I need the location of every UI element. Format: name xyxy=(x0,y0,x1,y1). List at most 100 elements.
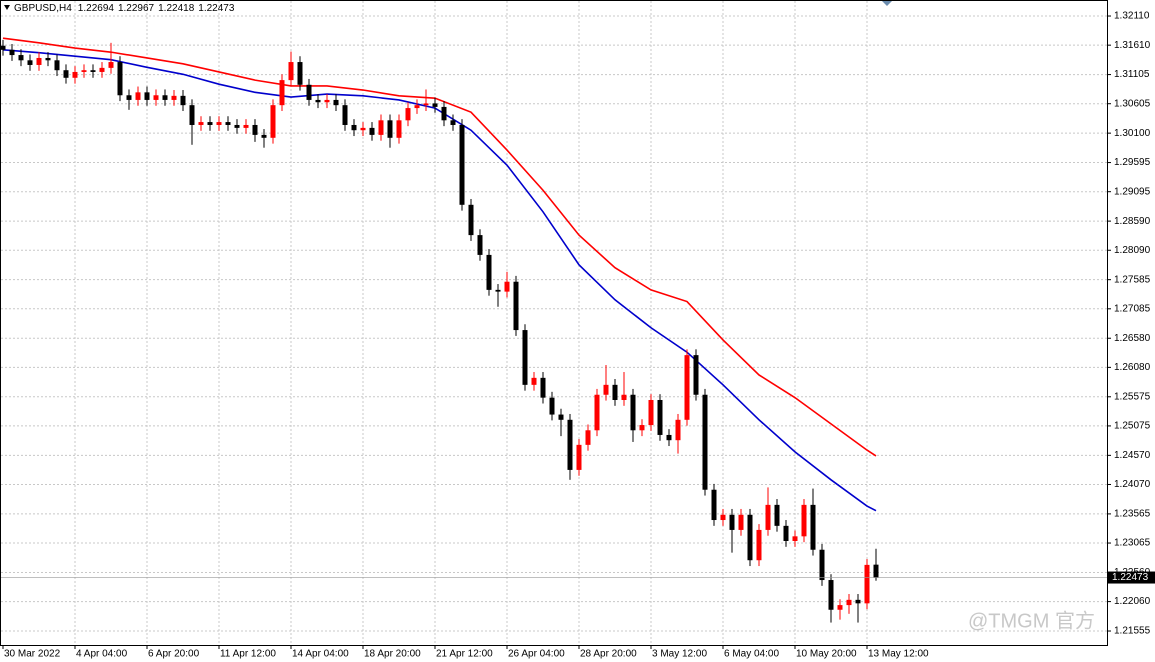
y-tick-label: 1.31610 xyxy=(1114,40,1151,51)
candle-body xyxy=(468,204,474,236)
y-tick-label: 1.32110 xyxy=(1114,11,1150,22)
candle-body xyxy=(594,394,600,431)
candle-body xyxy=(792,536,798,541)
symbol: GBPUSD,H4 xyxy=(14,3,72,14)
candle-body xyxy=(765,504,771,530)
candle-body xyxy=(747,514,753,561)
x-tick-label: 13 May 12:00 xyxy=(868,649,929,660)
candle-body xyxy=(18,55,24,61)
header: GBPUSD,H4 1.22694 1.22967 1.22418 1.22473 xyxy=(14,3,235,14)
header-open: 1.22694 xyxy=(78,3,115,14)
candle-body xyxy=(153,95,159,100)
candle-body xyxy=(108,62,114,68)
candle-body xyxy=(234,124,240,128)
x-tick-label: 6 May 04:00 xyxy=(724,649,779,660)
y-tick-label: 1.28590 xyxy=(1114,216,1151,227)
candle-body xyxy=(810,504,816,550)
candle-body xyxy=(72,71,78,78)
candle-body xyxy=(180,95,186,106)
candle-body xyxy=(477,235,483,255)
candle-body xyxy=(81,70,87,72)
candle-body xyxy=(567,419,573,470)
last-price-label: 1.22473 xyxy=(1112,572,1149,583)
candle-body xyxy=(297,62,303,85)
x-tick-label: 30 Mar 2022 xyxy=(4,649,61,660)
candle-body xyxy=(729,514,735,530)
candle-body xyxy=(315,99,321,103)
x-tick-label: 6 Apr 20:00 xyxy=(148,649,200,660)
header-high: 1.22967 xyxy=(118,3,155,14)
candle-body xyxy=(495,289,501,292)
candle-body xyxy=(36,57,42,65)
candle-body xyxy=(864,564,870,604)
candle-body xyxy=(369,127,375,135)
candle-body xyxy=(171,95,177,100)
candle-body xyxy=(666,434,672,441)
watermark: @TMGM 官方 xyxy=(968,609,1095,632)
y-tick-label: 1.24570 xyxy=(1114,450,1151,461)
candle-body xyxy=(873,564,879,578)
y-tick-label: 1.27585 xyxy=(1114,274,1151,285)
candle-body xyxy=(756,529,762,561)
candle-body xyxy=(459,124,465,205)
candle-body xyxy=(9,49,15,56)
candle-body xyxy=(225,122,231,125)
y-tick-label: 1.28090 xyxy=(1114,245,1151,256)
candle-body xyxy=(441,106,447,121)
candle-body xyxy=(513,281,519,331)
y-tick-label: 1.27085 xyxy=(1114,303,1151,314)
candle-body xyxy=(783,525,789,541)
candle-body xyxy=(450,120,456,125)
candle-body xyxy=(189,105,195,125)
y-tick-label: 1.21555 xyxy=(1114,626,1151,637)
y-tick-label: 1.31105 xyxy=(1114,69,1150,80)
menu-arrow[interactable] xyxy=(4,5,10,10)
candle-body xyxy=(90,70,96,72)
candle-body xyxy=(414,105,420,109)
candle-body xyxy=(837,605,843,610)
x-tick-label: 18 Apr 20:00 xyxy=(364,649,421,660)
candle-body xyxy=(675,419,681,441)
candle-body xyxy=(387,120,393,138)
y-tick-label: 1.29095 xyxy=(1114,186,1151,197)
candle-body xyxy=(135,92,141,100)
y-tick-label: 1.29595 xyxy=(1114,157,1151,168)
moving-average xyxy=(2,37,877,457)
x-tick-label: 14 Apr 04:00 xyxy=(292,649,349,660)
y-tick-label: 1.30100 xyxy=(1114,128,1151,139)
candle-body xyxy=(828,580,834,610)
candle-body xyxy=(378,120,384,135)
x-tick-label: 4 Apr 04:00 xyxy=(76,649,128,660)
candle-body xyxy=(207,122,213,125)
y-tick-label: 1.25575 xyxy=(1114,391,1151,402)
candle-body xyxy=(486,254,492,290)
x-tick-label: 11 Apr 12:00 xyxy=(220,649,276,660)
candle-body xyxy=(855,599,861,604)
candle-body xyxy=(585,430,591,445)
y-tick-label: 1.30605 xyxy=(1114,98,1151,109)
candle-body xyxy=(351,124,357,131)
y-tick-label: 1.22060 xyxy=(1114,596,1151,607)
candle-body xyxy=(333,99,339,106)
candle-body xyxy=(657,399,663,435)
candle-body xyxy=(360,127,366,131)
candle-body xyxy=(576,444,582,470)
y-tick-label: 1.24070 xyxy=(1114,479,1151,490)
header-close: 1.22473 xyxy=(198,3,235,14)
candle-body xyxy=(819,549,825,581)
candle-body xyxy=(648,399,654,426)
candle-body xyxy=(720,514,726,521)
candle-body xyxy=(162,95,168,100)
candle-body xyxy=(126,95,132,100)
candle-body xyxy=(117,62,123,96)
shift-marker[interactable] xyxy=(882,1,892,6)
candle-body xyxy=(306,84,312,100)
candle-body xyxy=(270,105,276,138)
y-tick-label: 1.25075 xyxy=(1114,421,1151,432)
candle-body xyxy=(603,384,609,395)
candle-body xyxy=(558,414,564,420)
y-tick-label: 1.23565 xyxy=(1114,509,1151,520)
candle-body xyxy=(288,62,294,81)
candle-body xyxy=(216,122,222,125)
y-tick-label: 1.23065 xyxy=(1114,538,1151,549)
